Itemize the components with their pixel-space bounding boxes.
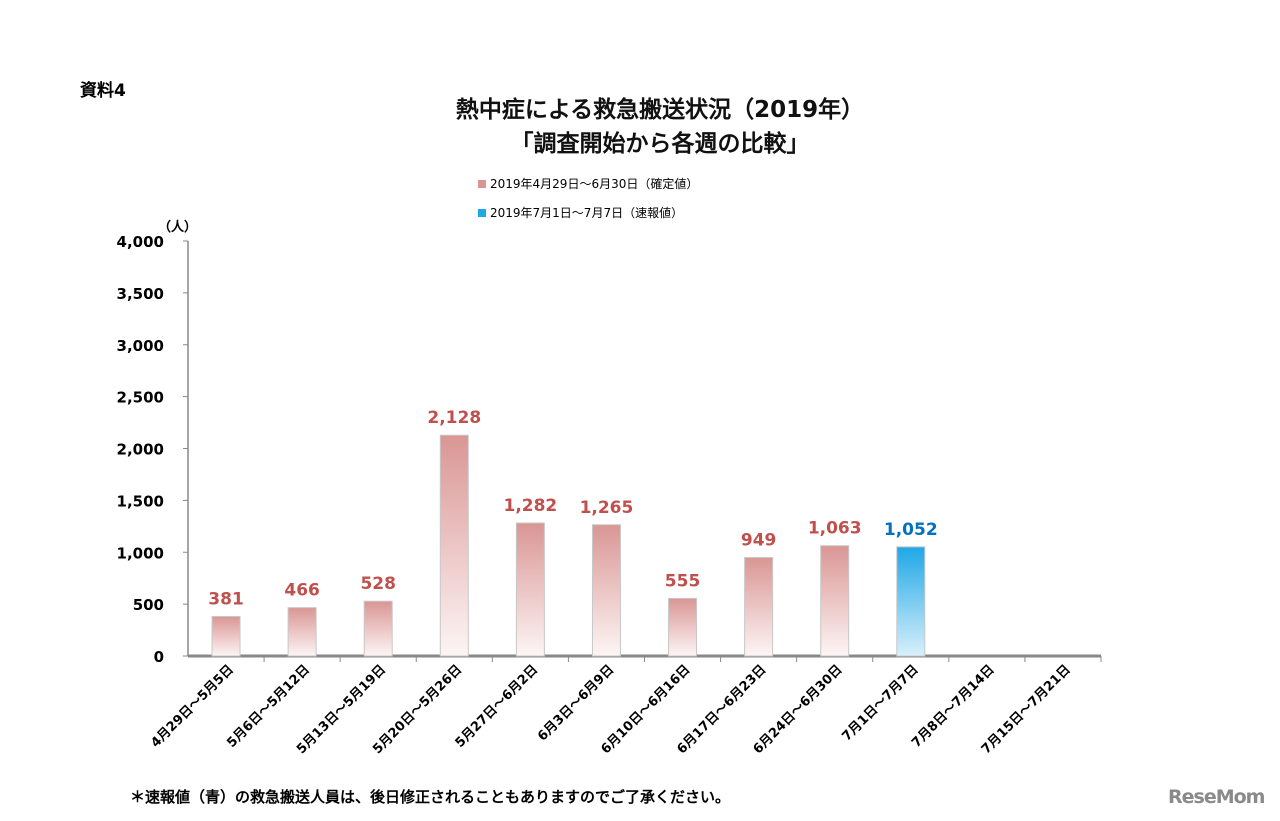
data-label: 555	[665, 571, 701, 591]
x-tick-label: 5月27日～6月2日	[453, 662, 542, 751]
footnote: ＊速報値（青）の救急搬送人員は、後日修正されることもありますのでご了承ください。	[130, 788, 731, 806]
bar	[287, 607, 317, 657]
x-tick-label: 7月8日～7月14日	[909, 662, 998, 751]
legend-item-preliminary: 2019年7月1日～7月7日（速報値）	[478, 204, 683, 221]
x-tick-label: 6月3日～6月9日	[535, 662, 617, 744]
data-label: 1,265	[580, 498, 634, 518]
y-tick-label: 500	[133, 596, 164, 614]
y-tick-label: 4,000	[117, 233, 164, 251]
bar	[820, 545, 850, 657]
legend-swatch	[478, 179, 486, 188]
document-label: 資料4	[80, 81, 126, 101]
y-tick-label: 3,000	[117, 337, 164, 355]
bar	[591, 524, 621, 657]
data-label: 1,282	[503, 496, 557, 516]
y-axis-unit: （人）	[158, 220, 198, 235]
data-label: 466	[284, 581, 320, 601]
data-label: 949	[741, 531, 777, 551]
y-tick-label: 1,500	[117, 492, 164, 510]
legend-swatch	[478, 208, 486, 217]
bar	[744, 557, 774, 657]
x-tick-label: 7月1日～7月7日	[839, 662, 921, 744]
data-label: 1,063	[808, 519, 862, 539]
resemom-logo: ReseMom	[1168, 786, 1265, 808]
y-tick-label: 1,000	[117, 544, 164, 562]
y-tick-label: 0	[154, 648, 164, 666]
bar	[211, 615, 241, 657]
bar	[515, 522, 545, 657]
data-label: 1,052	[884, 520, 938, 540]
x-tick-label: 5月6日～5月12日	[224, 662, 313, 751]
data-label: 381	[208, 589, 244, 609]
legend-item-confirmed: 2019年4月29日～6月30日（確定値）	[478, 175, 698, 192]
bar	[363, 600, 393, 657]
legend-label: 2019年4月29日～6月30日（確定値）	[490, 177, 699, 191]
data-label: 2,128	[427, 408, 481, 428]
chart-title: 熱中症による救急搬送状況（2019年）	[455, 97, 865, 123]
bar	[668, 597, 698, 657]
x-tick-label: 4月29日～5月5日	[148, 662, 237, 751]
y-tick-label: 3,500	[117, 285, 164, 303]
bar	[896, 546, 926, 657]
y-tick-label: 2,500	[117, 389, 164, 407]
legend-label: 2019年7月1日～7月7日（速報値）	[490, 206, 684, 220]
y-tick-label: 2,000	[117, 441, 164, 459]
chart-subtitle: 「調査開始から各週の比較」	[510, 131, 810, 157]
data-label: 528	[360, 574, 396, 594]
bar	[439, 434, 469, 657]
